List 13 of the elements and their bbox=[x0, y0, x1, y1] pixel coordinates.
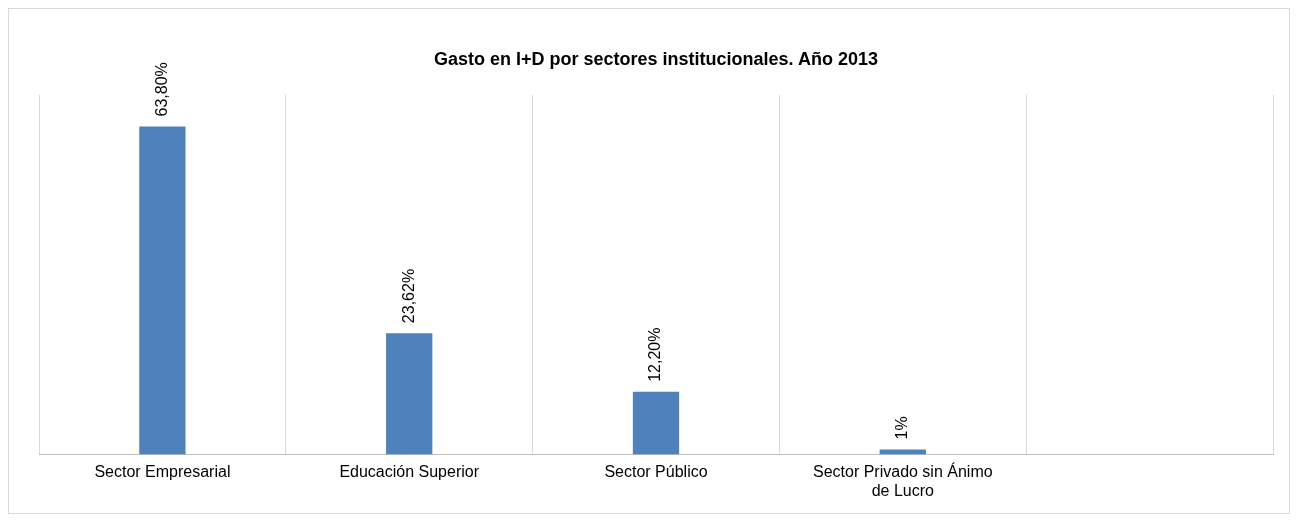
x-tick-label: Sector Público bbox=[604, 462, 708, 480]
data-label: 1% bbox=[893, 416, 911, 440]
bar bbox=[386, 333, 433, 455]
data-label: 23,62% bbox=[399, 268, 417, 324]
bar bbox=[139, 126, 186, 455]
x-tick-label: Sector Empresarial bbox=[94, 462, 231, 480]
data-label: 63,80% bbox=[152, 62, 170, 117]
x-tick-label: Sector Privado sin Ánimo de Lucro bbox=[812, 461, 993, 499]
chart-title: Gasto en I+D por sectores institucionales. Año 2013 bbox=[434, 48, 878, 69]
bar bbox=[632, 391, 680, 455]
data-label: 12,20% bbox=[646, 327, 664, 382]
bar bbox=[879, 449, 926, 455]
x-tick-label: Educación Superior bbox=[339, 462, 480, 480]
